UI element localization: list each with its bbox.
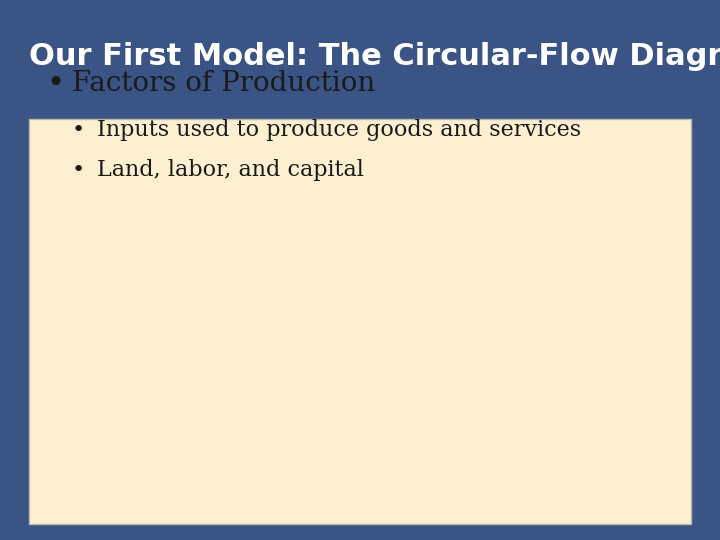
Text: Inputs used to produce goods and services: Inputs used to produce goods and service…	[97, 119, 581, 140]
Text: •: •	[47, 69, 65, 98]
Text: Factors of Production: Factors of Production	[72, 70, 375, 97]
Text: Land, labor, and capital: Land, labor, and capital	[97, 159, 364, 181]
FancyBboxPatch shape	[29, 119, 691, 524]
Text: •: •	[72, 160, 85, 180]
Text: •: •	[72, 119, 85, 140]
Text: Our First Model: The Circular-Flow Diagram: Our First Model: The Circular-Flow Diagr…	[29, 42, 720, 71]
